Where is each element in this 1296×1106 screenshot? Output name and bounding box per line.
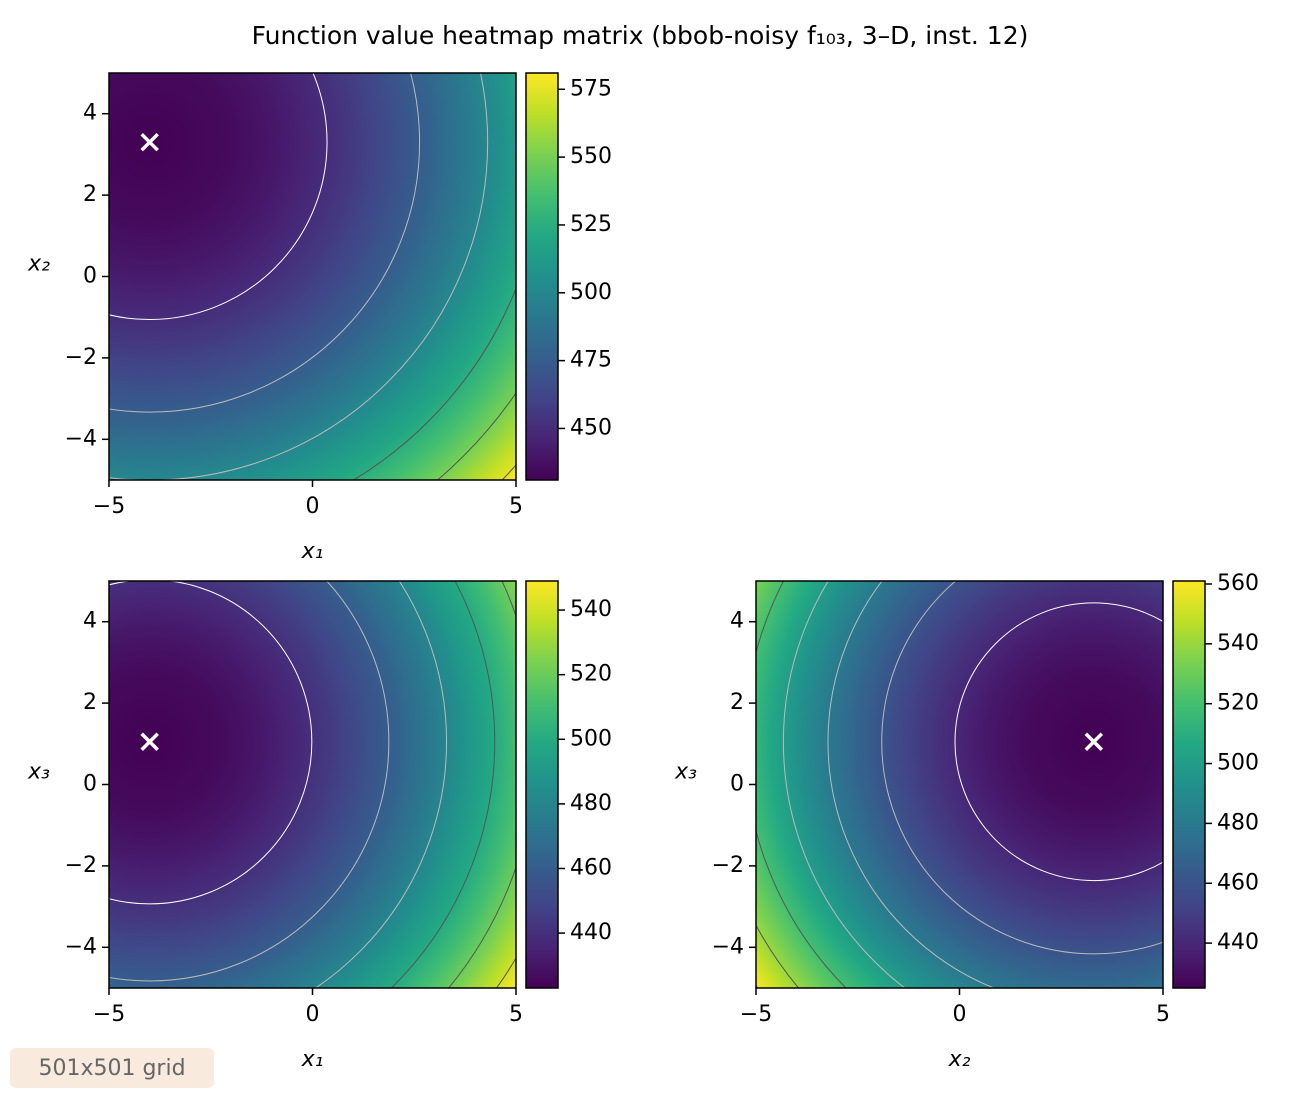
y-tick-label: 4 (83, 101, 97, 126)
colorbar-tick-label: 450 (570, 415, 612, 440)
annotation: 501x501 grid (38, 1056, 185, 1081)
y-tick-label: 4 (730, 609, 744, 634)
x-tick-label: 5 (509, 1002, 523, 1027)
colorbar-tick-label: 540 (1217, 631, 1259, 656)
colorbar-tick-label: 440 (1217, 930, 1259, 955)
x-axis-label: x₂ (948, 1047, 971, 1072)
x-tick-label: −5 (93, 1002, 125, 1027)
contour (109, 581, 390, 982)
y-axis-label: x₂ (27, 252, 50, 277)
heatmap (109, 581, 516, 988)
x-tick-label: 0 (306, 494, 320, 519)
y-tick-label: −4 (712, 934, 744, 959)
contour (827, 581, 996, 988)
y-tick-label: −2 (712, 853, 744, 878)
y-tick-label: −4 (65, 426, 97, 451)
contour (954, 602, 1163, 882)
contour (314, 581, 447, 988)
optimum-marker (1084, 732, 1104, 752)
x-tick-label: 0 (306, 1002, 320, 1027)
colorbar-tick-label: 460 (570, 855, 612, 880)
contour (109, 73, 328, 320)
colorbar (525, 580, 559, 989)
x-axis-label: x₁ (301, 539, 324, 564)
colorbar-tick-label: 540 (570, 597, 612, 622)
annotation-box (10, 1048, 214, 1088)
x-axis-label: x₁ (301, 1047, 324, 1072)
colorbar-tick-label: 500 (570, 280, 612, 305)
y-tick-label: 0 (83, 264, 97, 289)
colorbar (1172, 580, 1206, 989)
x-tick-label: 5 (1156, 1002, 1170, 1027)
optimum-cross (140, 732, 159, 752)
y-tick-label: 2 (730, 690, 744, 715)
x-tick-label: 5 (509, 494, 523, 519)
colorbar-tick-label: 550 (570, 144, 612, 169)
y-axis-label: x₃ (674, 760, 697, 785)
contour (109, 581, 313, 905)
heatmap (756, 581, 1163, 988)
x-tick-label: 0 (953, 1002, 967, 1027)
colorbar-tick-label: 575 (570, 76, 612, 101)
colorbar-tick-label: 560 (1217, 571, 1259, 596)
optimum-marker (140, 132, 159, 152)
colorbar-tick-label: 520 (1217, 691, 1259, 716)
colorbar-tick-label: 475 (570, 348, 612, 373)
x-tick-label: −5 (740, 1002, 772, 1027)
colorbar-tick-label: 500 (570, 726, 612, 751)
y-tick-label: 0 (730, 772, 744, 797)
figure-title: Function value heatmap matrix (bbob-nois… (252, 21, 1029, 50)
y-tick-label: 4 (83, 609, 97, 634)
y-tick-label: 0 (83, 772, 97, 797)
contour (782, 581, 906, 988)
optimum-cross (1084, 732, 1104, 752)
x-tick-label: −5 (93, 494, 125, 519)
y-tick-label: −2 (65, 345, 97, 370)
y-tick-label: 2 (83, 690, 97, 715)
colorbar-tick-label: 480 (570, 791, 612, 816)
contour (109, 73, 420, 413)
optimum-marker (140, 732, 159, 752)
colorbar-tick-label: 480 (1217, 810, 1259, 835)
colorbar-tick-label: 500 (1217, 751, 1259, 776)
colorbar-tick-label: 520 (570, 662, 612, 687)
contour (109, 73, 489, 480)
heatmap (109, 73, 516, 480)
y-tick-label: −4 (65, 934, 97, 959)
colorbar-tick-label: 440 (570, 920, 612, 945)
contour (881, 581, 1163, 955)
colorbar (525, 72, 559, 481)
colorbar-tick-label: 460 (1217, 870, 1259, 895)
contour (390, 581, 496, 988)
colorbar-tick-label: 525 (570, 212, 612, 237)
y-axis-label: x₃ (27, 760, 50, 785)
y-tick-label: 2 (83, 182, 97, 207)
y-tick-label: −2 (65, 853, 97, 878)
optimum-cross (140, 132, 159, 152)
